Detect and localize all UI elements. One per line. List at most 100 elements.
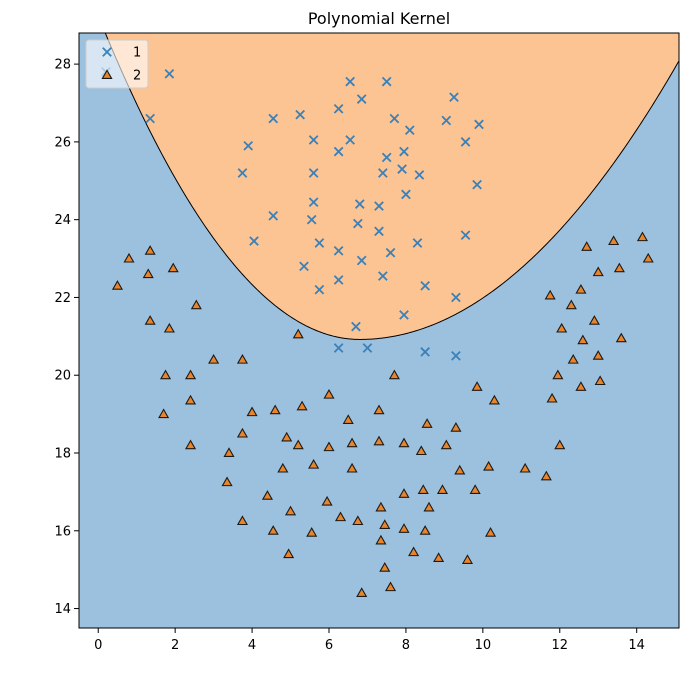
point-class-2 xyxy=(440,439,452,450)
point-class-2 xyxy=(454,464,466,475)
point-class-2 xyxy=(594,375,606,386)
point-class-2 xyxy=(398,523,410,533)
point-class-1 xyxy=(333,146,344,157)
point-class-2 xyxy=(469,484,481,494)
point-class-2 xyxy=(356,587,368,598)
plot-frame xyxy=(78,32,680,629)
point-class-2 xyxy=(436,484,449,494)
region-class-1 xyxy=(105,33,679,340)
point-class-1 xyxy=(378,168,388,178)
point-class-2 xyxy=(636,231,649,242)
point-class-1 xyxy=(460,137,471,147)
point-class-1 xyxy=(385,247,396,258)
y-tick-label: 22 xyxy=(54,291,71,306)
point-class-2 xyxy=(384,581,397,592)
point-class-2 xyxy=(471,381,483,391)
point-class-2 xyxy=(190,299,202,310)
point-class-2 xyxy=(267,525,279,535)
point-class-2 xyxy=(519,462,531,473)
point-class-2 xyxy=(398,437,410,448)
point-class-2 xyxy=(581,241,593,251)
point-class-2 xyxy=(323,388,335,399)
point-class-2 xyxy=(221,476,233,487)
legend: 12 xyxy=(85,39,149,89)
point-class-2 xyxy=(111,280,124,290)
point-class-2 xyxy=(184,369,197,380)
point-class-2 xyxy=(577,334,589,345)
data-points xyxy=(101,67,654,598)
point-class-2 xyxy=(565,299,577,310)
point-class-2 xyxy=(306,527,318,537)
point-class-1 xyxy=(449,92,459,103)
x-tick-label: 10 xyxy=(475,638,492,653)
point-class-2 xyxy=(144,245,156,255)
point-class-1 xyxy=(460,230,471,241)
point-class-1 xyxy=(333,245,344,256)
point-class-1 xyxy=(268,113,279,124)
point-class-2 xyxy=(613,262,625,273)
point-class-1 xyxy=(389,113,400,124)
point-class-2 xyxy=(346,462,358,473)
x-tick-label: 14 xyxy=(628,638,645,653)
point-class-2 xyxy=(375,534,387,545)
point-class-2 xyxy=(184,439,197,450)
point-class-1 xyxy=(314,238,325,248)
point-class-2 xyxy=(163,322,175,333)
y-tick-label: 20 xyxy=(54,369,71,384)
point-class-1 xyxy=(353,218,363,229)
point-class-2 xyxy=(388,369,400,380)
point-class-1 xyxy=(381,152,392,163)
point-class-1 xyxy=(412,238,423,248)
x-tick-label: 12 xyxy=(551,638,568,653)
point-class-1 xyxy=(441,115,452,126)
x-tick-label: 4 xyxy=(248,638,256,653)
point-class-2 xyxy=(144,315,156,325)
point-class-2 xyxy=(415,445,427,456)
point-class-1 xyxy=(356,255,367,266)
point-class-1 xyxy=(356,94,367,104)
point-class-2 xyxy=(575,381,587,391)
point-class-1 xyxy=(420,347,430,357)
point-class-2 xyxy=(575,283,587,294)
legend-marker-class-2 xyxy=(101,69,113,79)
point-class-2 xyxy=(379,562,391,572)
point-class-2 xyxy=(608,235,620,246)
point-class-2 xyxy=(373,404,385,415)
point-class-2 xyxy=(208,353,220,364)
point-class-2 xyxy=(554,439,566,450)
point-class-1 xyxy=(399,310,409,320)
point-class-2 xyxy=(408,546,420,557)
point-class-1 xyxy=(345,76,355,87)
point-class-1 xyxy=(299,261,309,272)
legend-label: 2 xyxy=(133,69,141,84)
point-class-1 xyxy=(399,146,409,157)
point-class-2 xyxy=(544,289,556,300)
point-class-1 xyxy=(295,109,305,120)
point-class-2 xyxy=(342,414,354,424)
point-class-2 xyxy=(398,488,410,498)
decision-boundary xyxy=(104,33,679,340)
point-class-1 xyxy=(401,189,411,200)
point-class-1 xyxy=(351,321,361,332)
point-class-1 xyxy=(308,168,319,178)
point-class-2 xyxy=(483,460,495,471)
point-class-2 xyxy=(433,552,445,563)
point-class-1 xyxy=(474,119,484,130)
point-class-2 xyxy=(158,408,170,419)
legend-marker-class-1 xyxy=(102,47,112,57)
point-class-2 xyxy=(308,458,320,469)
x-tick-label: 2 xyxy=(171,638,179,653)
y-tick-label: 16 xyxy=(54,524,71,539)
point-class-2 xyxy=(296,400,308,411)
point-class-2 xyxy=(321,495,333,506)
point-class-2 xyxy=(450,422,462,432)
point-class-2 xyxy=(236,515,249,526)
x-tick-label: 0 xyxy=(94,638,102,653)
point-class-1 xyxy=(268,210,279,221)
point-class-1 xyxy=(306,214,317,225)
point-class-2 xyxy=(281,431,293,442)
point-class-1 xyxy=(333,343,344,353)
